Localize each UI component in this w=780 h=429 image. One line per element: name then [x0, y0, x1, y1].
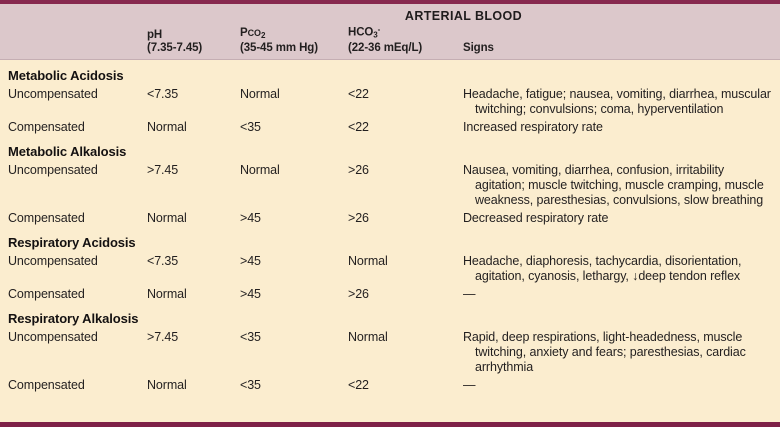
signs-value: Decreased respiratory rate — [463, 211, 609, 225]
table-row: Uncompensated >7.45 <35 Normal Rapid, de… — [0, 330, 780, 375]
signs-value: Nausea, vomiting, diarrhea, confusion, i… — [463, 163, 764, 207]
ph-value: >7.45 — [147, 330, 179, 344]
hco3-label: HCO3- — [348, 25, 381, 40]
table-title: ARTERIAL BLOOD — [404, 9, 523, 23]
table-row: Compensated Normal <35 <22 Increased res… — [0, 120, 780, 135]
ph-value: Normal — [147, 378, 187, 392]
pco2-value: >45 — [240, 254, 261, 268]
pco2-value: >45 — [240, 211, 261, 225]
hco3-value: >26 — [348, 211, 369, 225]
section-title-metabolic-alkalosis: Metabolic Alkalosis — [8, 144, 127, 159]
row-label: Compensated — [8, 378, 85, 392]
row-label: Uncompensated — [8, 330, 98, 344]
ph-value: >7.45 — [147, 163, 179, 177]
column-header-row: pH (7.35-7.45) Pco2 (35-45 mm Hg) HCO3- … — [0, 23, 780, 59]
row-label: Compensated — [8, 287, 85, 301]
column-header-signs: Signs — [463, 42, 780, 55]
ph-value: <7.35 — [147, 87, 179, 101]
row-label: Uncompensated — [8, 254, 98, 268]
hco3-value: >26 — [348, 163, 369, 177]
hco3-value: <22 — [348, 87, 369, 101]
table-row: Uncompensated <7.35 Normal <22 Headache,… — [0, 87, 780, 117]
hco3-value: <22 — [348, 378, 369, 392]
hco3-value: Normal — [348, 254, 388, 268]
signs-value: Rapid, deep respirations, light-headedne… — [463, 330, 746, 374]
ph-value: <7.35 — [147, 254, 179, 268]
pco2-value: Normal — [240, 163, 280, 177]
ph-label: pH — [147, 29, 163, 41]
pco2-value: <35 — [240, 330, 261, 344]
ph-value: Normal — [147, 211, 187, 225]
pco2-value: Normal — [240, 87, 280, 101]
signs-value: Headache, diaphoresis, tachycardia, diso… — [463, 254, 742, 283]
table-row: Compensated Normal >45 >26 Decreased res… — [0, 211, 780, 226]
hco3-value: >26 — [348, 287, 369, 301]
table-header-band: ARTERIAL BLOOD pH (7.35-7.45) Pco2 (35-4… — [0, 4, 780, 60]
column-header-hco3: HCO3- (22-36 mEq/L) — [348, 23, 463, 55]
signs-value: — — [463, 287, 476, 301]
section-title-respiratory-alkalosis: Respiratory Alkalosis — [8, 311, 139, 326]
table-row: Uncompensated <7.35 >45 Normal Headache,… — [0, 254, 780, 284]
pco2-value: <35 — [240, 120, 261, 134]
table-body: Metabolic Acidosis Uncompensated <7.35 N… — [0, 60, 780, 422]
hco3-value: Normal — [348, 330, 388, 344]
signs-value: — — [463, 378, 476, 392]
ph-value: Normal — [147, 120, 187, 134]
section-title-metabolic-acidosis: Metabolic Acidosis — [8, 68, 124, 83]
column-header-ph: pH (7.35-7.45) — [147, 29, 240, 55]
pco2-value: <35 — [240, 378, 261, 392]
table-row: Compensated Normal <35 <22 — — [0, 378, 780, 393]
pco2-value: >45 — [240, 287, 261, 301]
row-label: Compensated — [8, 211, 85, 225]
row-label: Compensated — [8, 120, 85, 134]
hco3-range: (22-36 mEq/L) — [348, 42, 423, 54]
hco3-value: <22 — [348, 120, 369, 134]
section-title-respiratory-acidosis: Respiratory Acidosis — [8, 235, 136, 250]
column-header-pco2: Pco2 (35-45 mm Hg) — [240, 27, 348, 55]
signs-value: Headache, fatigue; nausea, vomiting, dia… — [463, 87, 771, 116]
row-label: Uncompensated — [8, 163, 98, 177]
ph-value: Normal — [147, 287, 187, 301]
signs-label: Signs — [463, 42, 494, 54]
table-row: Uncompensated >7.45 Normal >26 Nausea, v… — [0, 163, 780, 208]
row-label: Uncompensated — [8, 87, 98, 101]
pco2-label: Pco2 — [240, 27, 266, 40]
signs-value: Increased respiratory rate — [463, 120, 603, 134]
ph-range: (7.35-7.45) — [147, 42, 203, 54]
table-row: Compensated Normal >45 >26 — — [0, 287, 780, 302]
pco2-range: (35-45 mm Hg) — [240, 42, 318, 54]
